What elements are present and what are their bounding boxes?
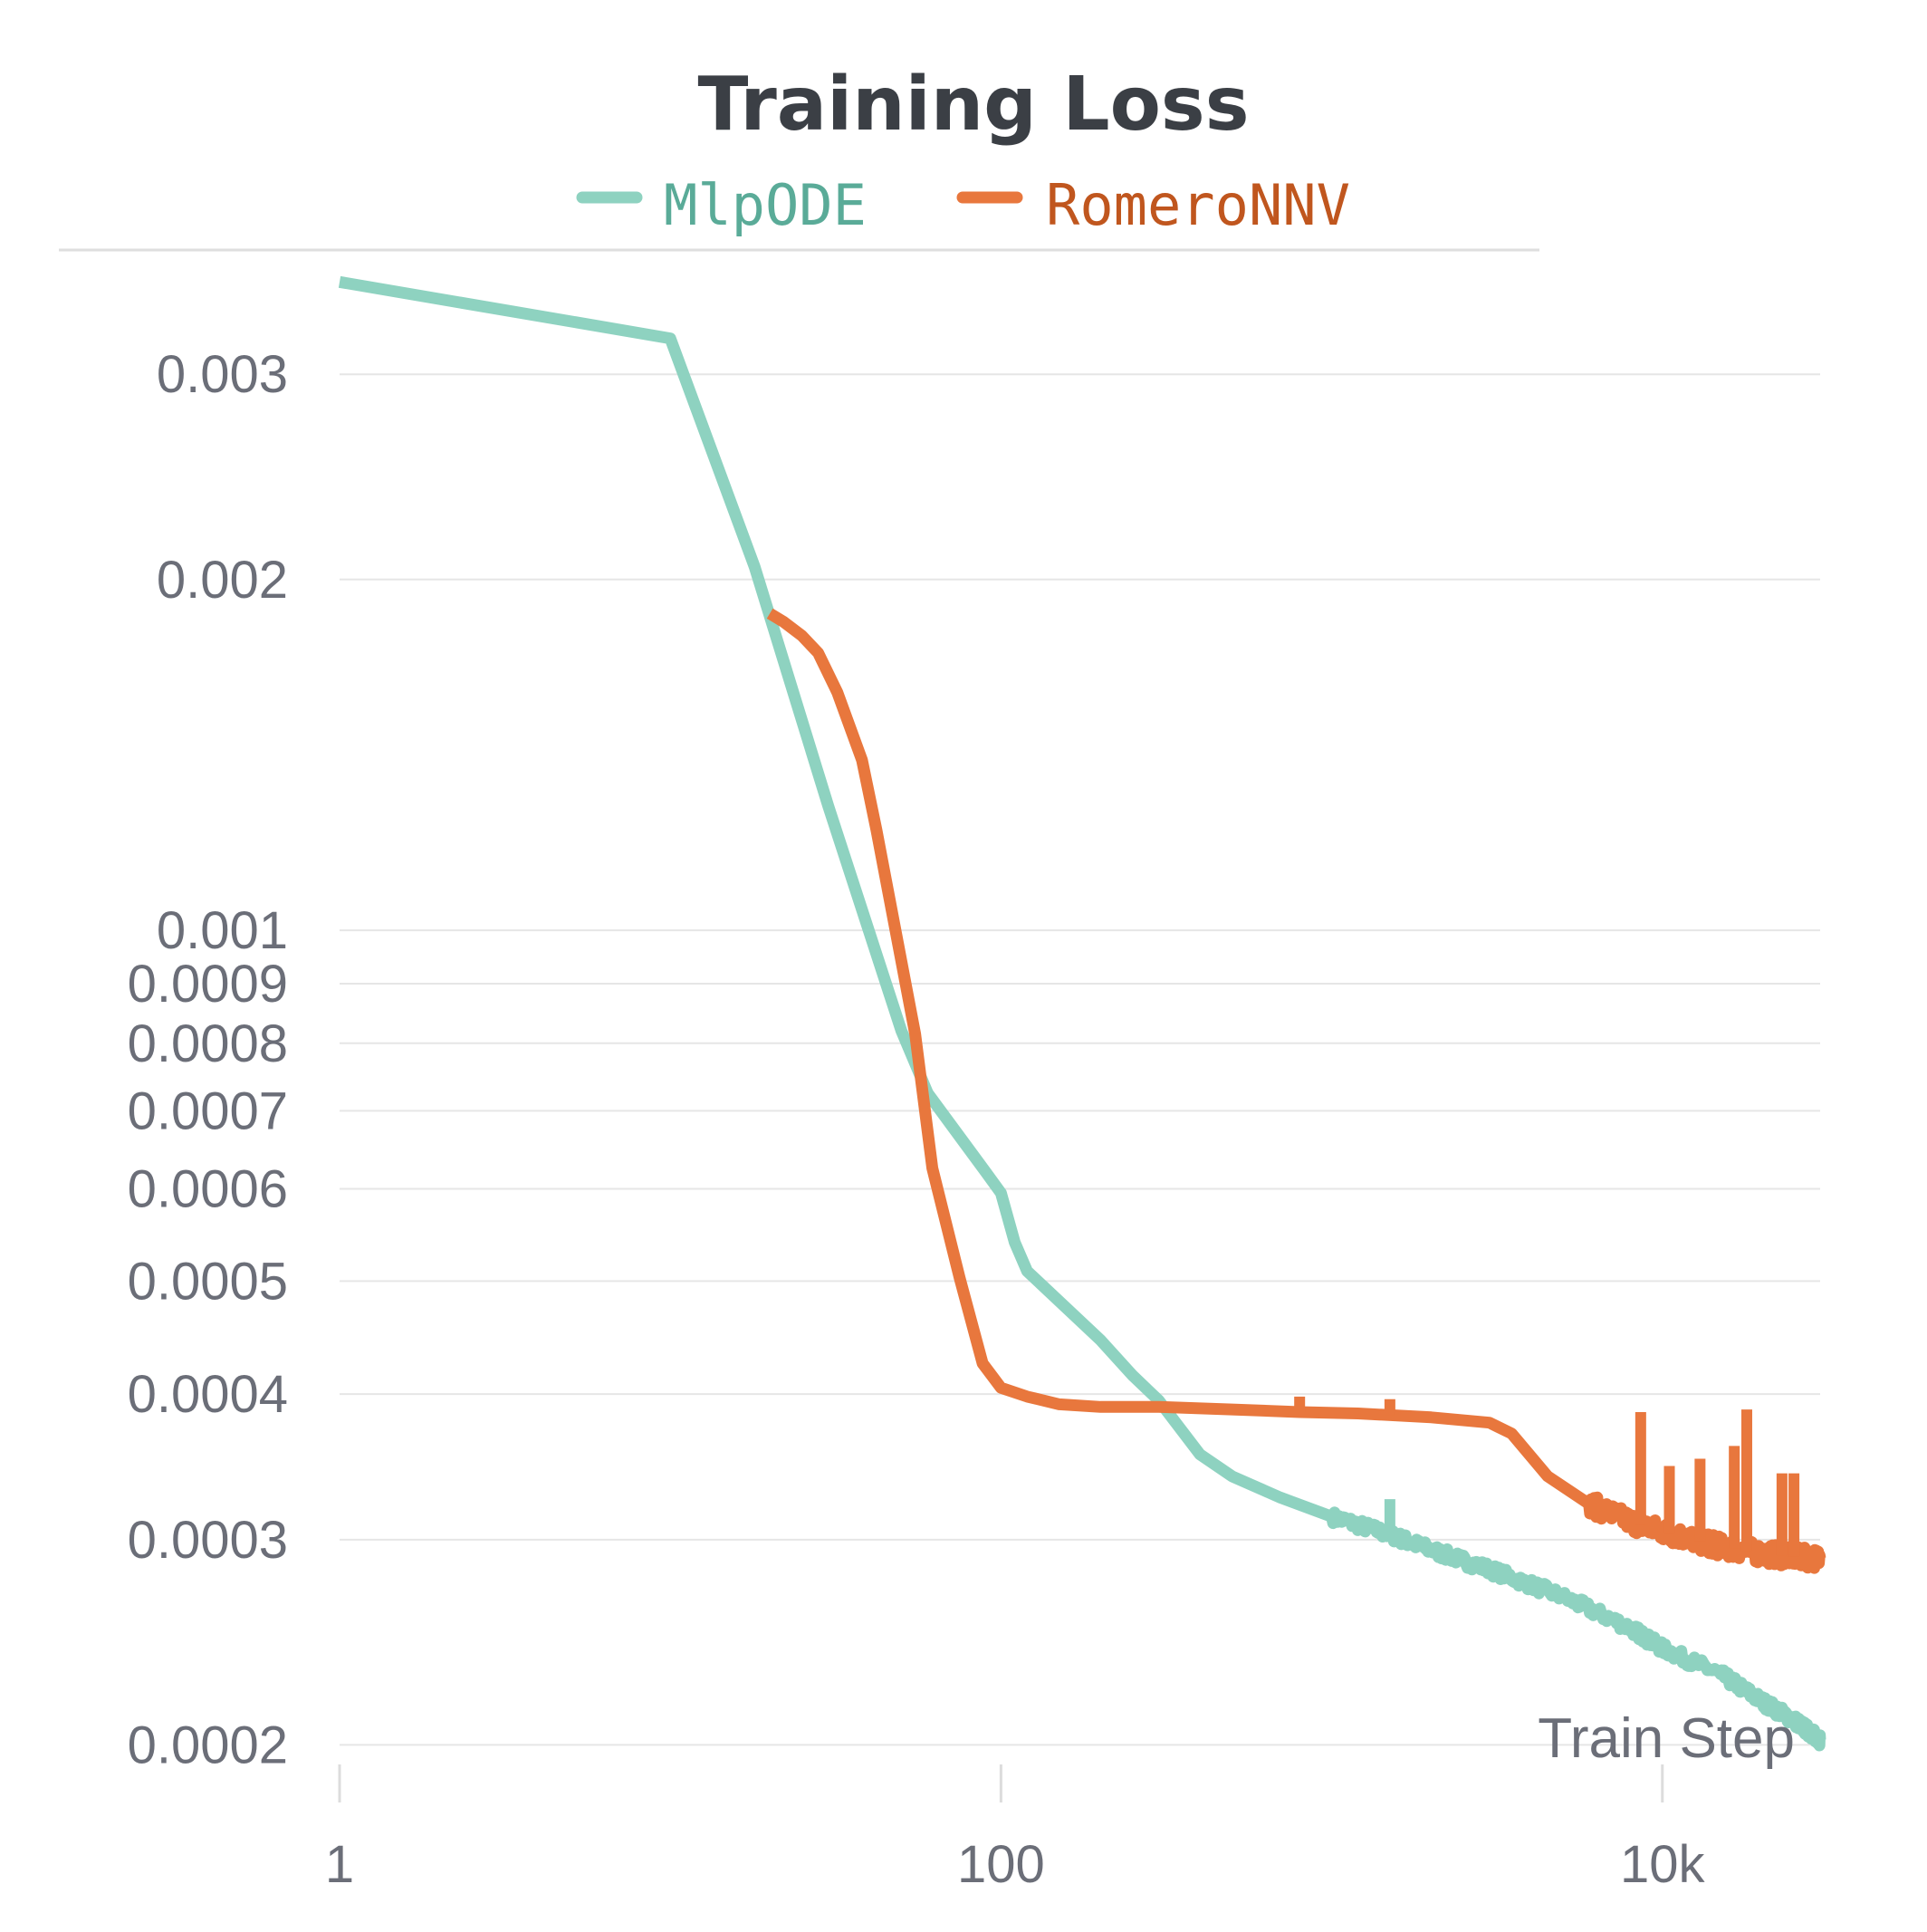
x-tick-label: 10k (1620, 1835, 1706, 1894)
y-tick-label: 0.0002 (128, 1716, 288, 1774)
legend-label-romeronnv: RomeroNNV (1046, 172, 1350, 238)
legend-label-mlpode: MlpODE (664, 172, 867, 238)
y-tick-label: 0.0008 (128, 1014, 288, 1073)
y-tick-label: 0.002 (157, 551, 288, 610)
y-tick-label: 0.0005 (128, 1252, 288, 1311)
series-layer (338, 275, 1826, 1752)
y-tick-label: 0.0009 (128, 955, 288, 1014)
y-tick-label: 0.0007 (128, 1081, 288, 1140)
y-tick-label: 0.0004 (128, 1365, 288, 1424)
y-tick-label: 0.0006 (128, 1160, 288, 1219)
series-line-mlpode (338, 275, 1826, 1752)
y-grid (340, 373, 1820, 1746)
x-tick-label: 1 (325, 1835, 354, 1894)
chart-title: Training Loss (697, 62, 1249, 148)
y-tick-label: 0.003 (157, 345, 288, 404)
x-tick-label: 100 (957, 1835, 1045, 1894)
x-axis-title: Train Step (1538, 1707, 1795, 1770)
legend: MlpODE RomeroNNV (576, 172, 1350, 238)
series-line-romeronnv (766, 608, 1826, 1574)
y-tick-label: 0.0003 (128, 1511, 288, 1570)
x-ticks: 1 100 10k (325, 1764, 1706, 1894)
y-tick-label: 0.001 (157, 901, 288, 960)
